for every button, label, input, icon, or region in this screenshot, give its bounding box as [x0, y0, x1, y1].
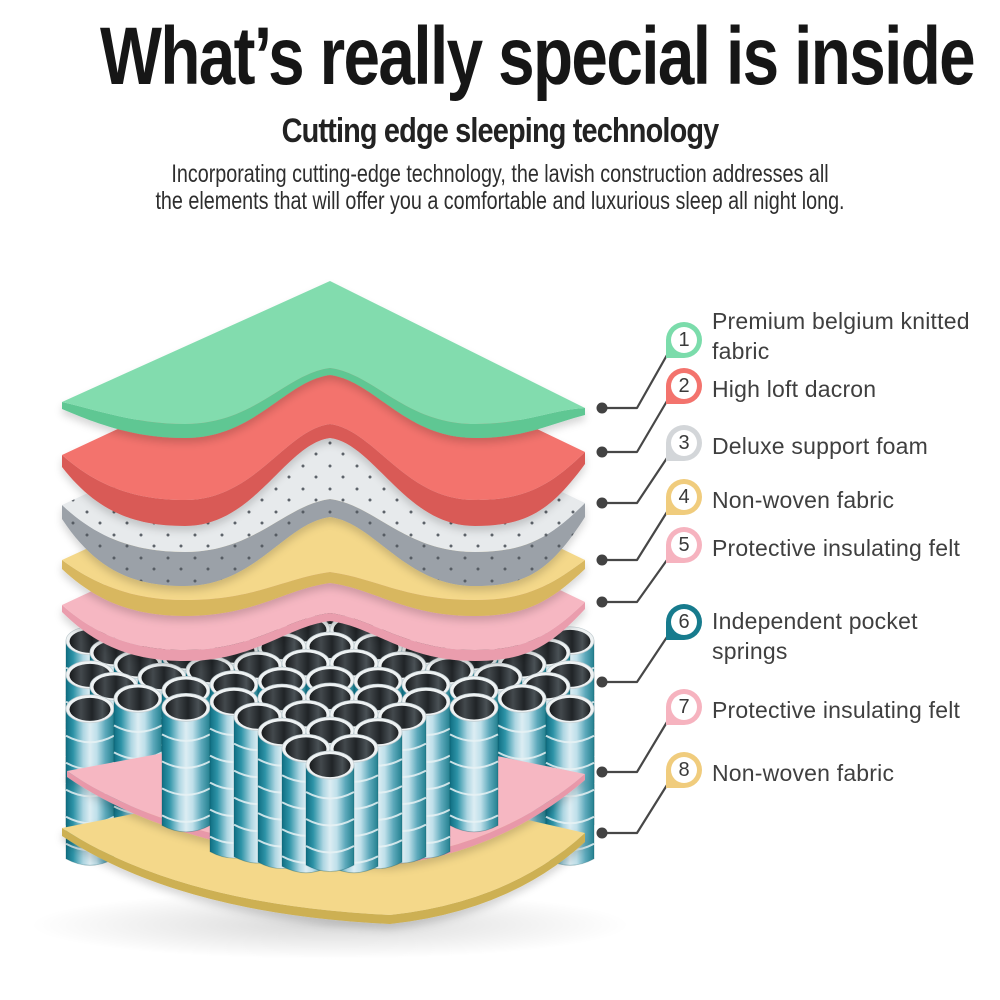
- layer-label-6: Independent pocket springs: [712, 606, 918, 666]
- description-line-2: the elements that will offer you a comfo…: [155, 187, 845, 216]
- layer-label-5: Protective insulating felt: [712, 533, 960, 563]
- layer-label-2: High loft dacron: [712, 374, 876, 404]
- layer-label-7: Protective insulating felt: [712, 695, 960, 725]
- pin-7-number: 7: [671, 694, 697, 720]
- pin-2-number: 2: [671, 373, 697, 399]
- label-line: Non-woven fabric: [712, 487, 895, 513]
- layer-label-1: Premium belgium knitted fabric: [712, 306, 970, 366]
- label-line: Non-woven fabric: [712, 760, 895, 786]
- label-line: High loft dacron: [712, 376, 877, 402]
- label-line: Premium belgium knitted: [712, 308, 970, 334]
- pin-1-marker-icon: 1: [666, 322, 702, 358]
- label-line: springs: [712, 638, 788, 664]
- pin-7-marker-icon: 7: [666, 689, 702, 725]
- pin-8-number: 8: [671, 757, 697, 783]
- pin-5-marker-icon: 5: [666, 527, 702, 563]
- page-description: Incorporating cutting-edge technology, t…: [105, 159, 895, 216]
- label-line: Independent pocket: [712, 608, 918, 634]
- layer-label-3: Deluxe support foam: [712, 431, 928, 461]
- pin-3-marker-icon: 3: [666, 425, 702, 461]
- header: What’s really special is inside Cutting …: [0, 0, 1000, 216]
- pin-4-number: 4: [671, 484, 697, 510]
- pin-3-number: 3: [671, 430, 697, 456]
- pin-6-number: 6: [671, 609, 697, 635]
- label-line: Protective insulating felt: [712, 697, 961, 723]
- layer-label-4: Non-woven fabric: [712, 485, 894, 515]
- description-line-1: Incorporating cutting-edge technology, t…: [171, 159, 829, 188]
- pin-1-number: 1: [671, 327, 697, 353]
- pin-5-number: 5: [671, 532, 697, 558]
- pin-6-marker-icon: 6: [666, 604, 702, 640]
- pin-2-marker-icon: 2: [666, 368, 702, 404]
- page-title: What’s really special is inside: [100, 11, 976, 102]
- page-subtitle: Cutting edge sleeping technology: [281, 111, 720, 150]
- label-line: Protective insulating felt: [712, 535, 961, 561]
- label-line: Deluxe support foam: [712, 433, 929, 459]
- pin-4-marker-icon: 4: [666, 479, 702, 515]
- pin-8-marker-icon: 8: [666, 752, 702, 788]
- layer-label-8: Non-woven fabric: [712, 758, 894, 788]
- label-line: fabric: [712, 338, 770, 364]
